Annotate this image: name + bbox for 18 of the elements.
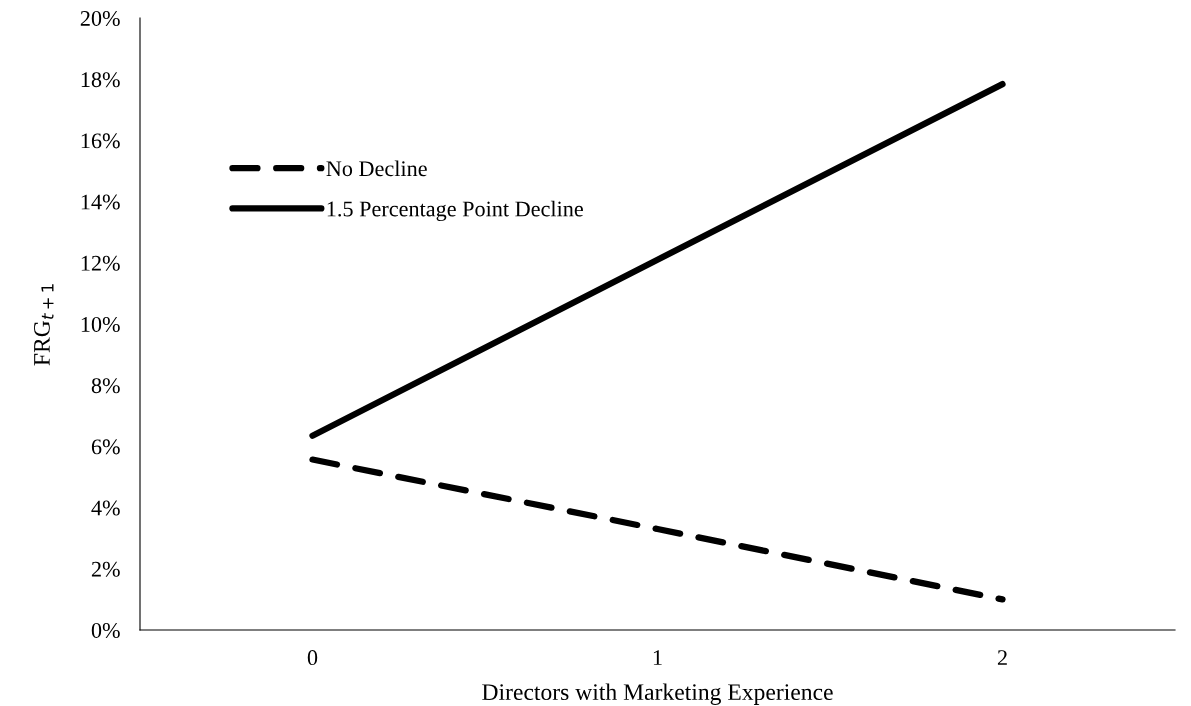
y-tick-label: 10%	[81, 316, 120, 332]
y-tick-label: 18%	[81, 72, 120, 88]
y-tick-label: 16%	[81, 133, 120, 149]
y-tick-label: 8%	[91, 378, 120, 394]
x-axis-title: Directors with Marketing Experience	[482, 683, 833, 705]
x-tick-label: 0	[307, 650, 318, 666]
x-tick-label: 1	[653, 650, 662, 665]
legend-label: 1.5 Percentage Point Decline	[327, 200, 583, 222]
y-tick-label: 6%	[91, 439, 120, 455]
y-tick-label: 12%	[81, 255, 120, 271]
y-tick-label: 0%	[91, 622, 120, 638]
y-axis-title: FRG$_{t+1}$	[33, 284, 54, 366]
y-tick-label: 14%	[81, 194, 120, 210]
y-tick-label: 20%	[80, 10, 120, 26]
x-tick-label: 2	[997, 650, 1007, 665]
y-tick-label: 4%	[91, 500, 120, 516]
legend-label: No Decline	[326, 160, 427, 177]
y-tick-label: 2%	[91, 561, 120, 577]
